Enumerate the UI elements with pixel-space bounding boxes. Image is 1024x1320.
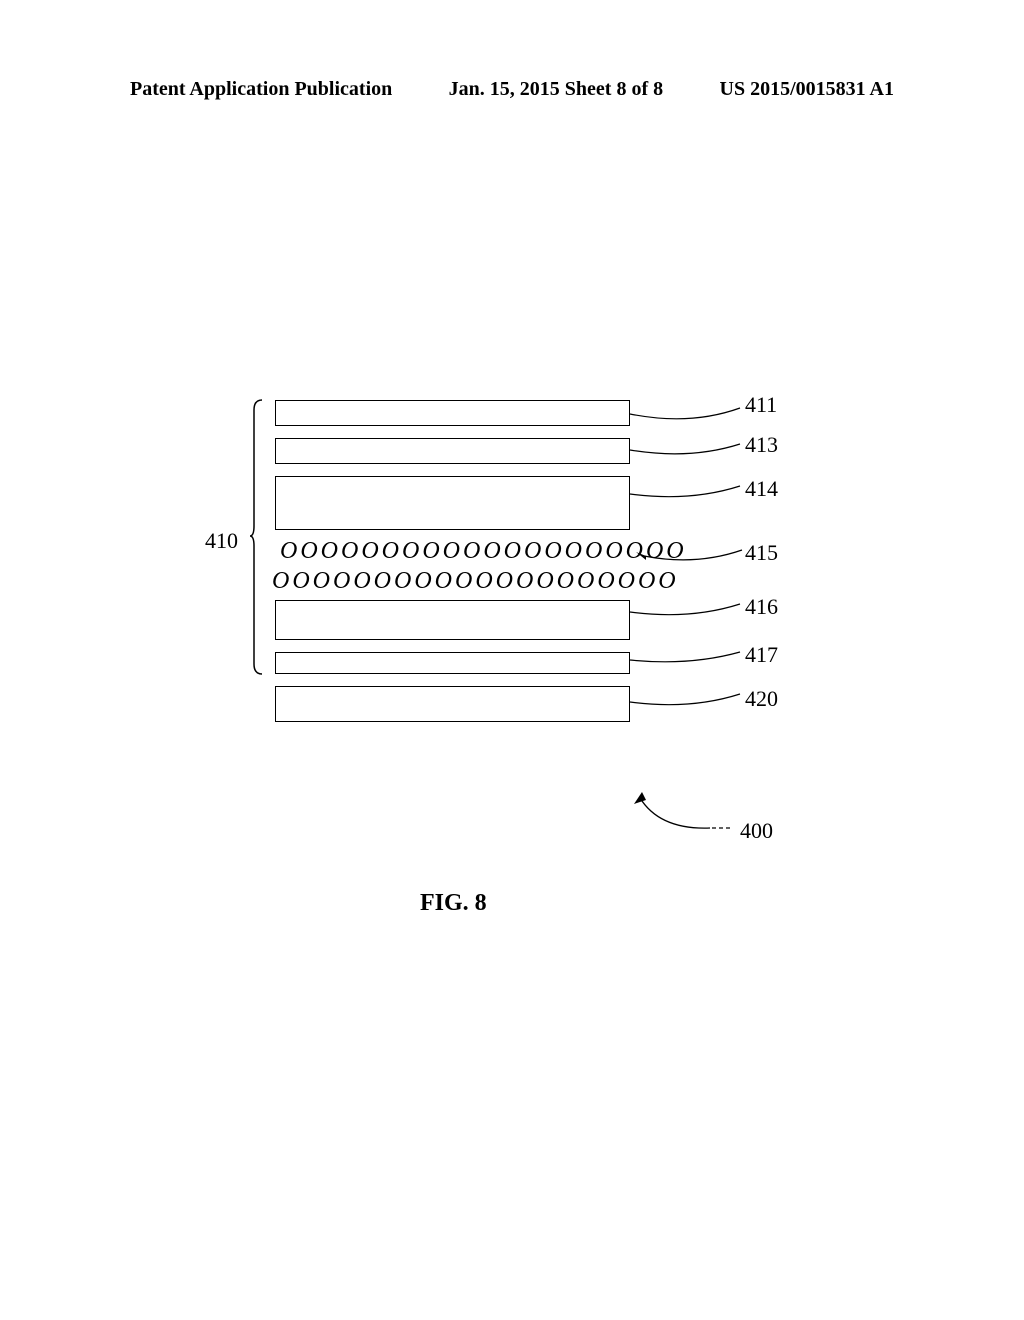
leader-413 (630, 444, 750, 464)
ellipse-row-1: OOOOOOOOOOOOOOOOOOOO (280, 538, 687, 565)
label-414: 414 (745, 476, 778, 502)
leader-420 (630, 694, 750, 714)
label-410: 410 (205, 528, 238, 554)
layer-416 (275, 600, 630, 640)
layer-414 (275, 476, 630, 530)
label-420: 420 (745, 686, 778, 712)
layer-417 (275, 652, 630, 674)
label-417: 417 (745, 642, 778, 668)
label-415: 415 (745, 540, 778, 566)
assembly-arrow (620, 790, 740, 840)
layer-420 (275, 686, 630, 722)
label-416: 416 (745, 594, 778, 620)
leader-417 (630, 652, 750, 672)
header-right: US 2015/0015831 A1 (720, 78, 894, 101)
leader-411 (630, 408, 750, 428)
leader-415 (636, 548, 756, 572)
layer-411 (275, 400, 630, 426)
group-bracket (250, 398, 270, 678)
header-center: Jan. 15, 2015 Sheet 8 of 8 (449, 78, 663, 101)
page-header: Patent Application Publication Jan. 15, … (0, 78, 1024, 101)
header-left: Patent Application Publication (130, 78, 392, 101)
figure-caption: FIG. 8 (420, 890, 487, 917)
ellipse-row-2: OOOOOOOOOOOOOOOOOOOO (272, 568, 679, 595)
label-400: 400 (740, 818, 773, 844)
label-411: 411 (745, 392, 777, 418)
label-413: 413 (745, 432, 778, 458)
leader-416 (630, 604, 750, 624)
leader-414 (630, 486, 750, 506)
layer-413 (275, 438, 630, 464)
